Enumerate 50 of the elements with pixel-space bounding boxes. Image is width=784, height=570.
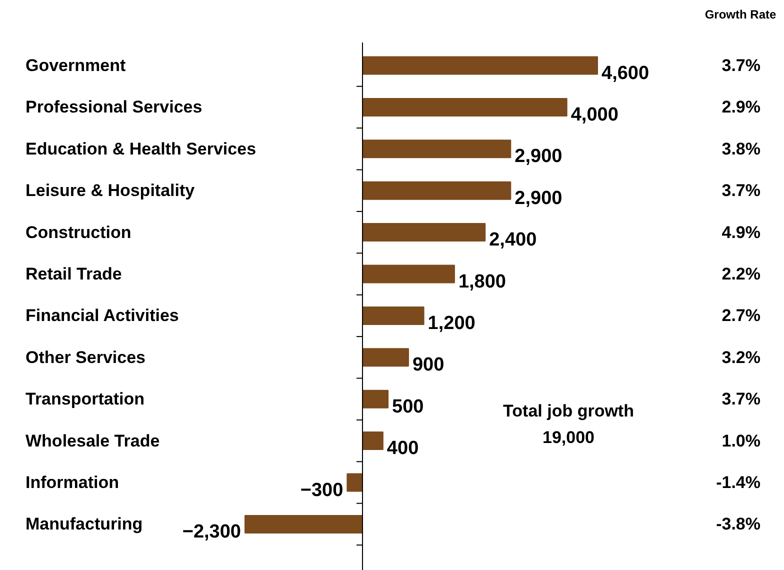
bar: [362, 140, 512, 158]
data-label: 1,800: [458, 271, 506, 292]
text: 2.2%: [722, 264, 760, 284]
y-tick-label: Leisure & Hospitality: [26, 181, 196, 200]
bar: [244, 514, 363, 534]
bar: [362, 432, 384, 450]
bar: [362, 98, 568, 116]
bar: [362, 264, 455, 284]
y-tick-label: Retail Trade: [26, 264, 122, 284]
bar: [362, 348, 409, 367]
data-label: 1,200: [428, 312, 476, 334]
data-label: 4,000: [570, 104, 618, 126]
y-tick-label: Wholesale Trade: [26, 431, 160, 450]
data-label: 2,400: [489, 230, 537, 251]
text: 1.0%: [722, 431, 760, 450]
data-label: 500: [392, 396, 424, 418]
text: -3.8%: [716, 514, 761, 534]
y-tick-label: Transportation: [26, 390, 145, 409]
bar: [362, 306, 424, 325]
y-tick-label: Other Services: [26, 348, 146, 367]
text: 3.8%: [722, 139, 760, 158]
annotation: Total job growth 19,000: [503, 401, 634, 447]
bar: [362, 56, 598, 75]
data-label: 900: [412, 354, 444, 376]
y-tick-label: Construction: [26, 222, 132, 242]
y-tick-label: Professional Services: [26, 98, 202, 117]
data-label: −300: [300, 480, 344, 501]
bar: [362, 181, 512, 200]
text: 3.7%: [722, 181, 760, 200]
bar: [346, 473, 363, 492]
text: 2.9%: [722, 98, 760, 117]
y-tick-label: Education & Health Services: [26, 139, 256, 158]
data-label: 400: [386, 438, 419, 460]
y-tick-label: Information: [26, 473, 119, 492]
data-label: 2,900: [514, 188, 562, 209]
y-tick-label: Manufacturing: [26, 514, 143, 534]
bar: [362, 223, 486, 242]
y-tick-label: Financial Activities: [26, 306, 179, 326]
data-label: 2,900: [514, 146, 562, 168]
text: 4.9%: [722, 222, 760, 242]
bar: [362, 390, 389, 408]
text: Growth Rate: [704, 8, 776, 22]
text: -1.4%: [716, 473, 761, 492]
text: 3.7%: [722, 390, 760, 409]
data-label: 4,600: [602, 62, 650, 84]
data-label: −2,300: [182, 521, 242, 542]
text: 3.2%: [722, 348, 760, 367]
text: 2.7%: [722, 306, 760, 326]
text: 3.7%: [722, 56, 760, 75]
y-tick-label: Government: [26, 56, 126, 75]
